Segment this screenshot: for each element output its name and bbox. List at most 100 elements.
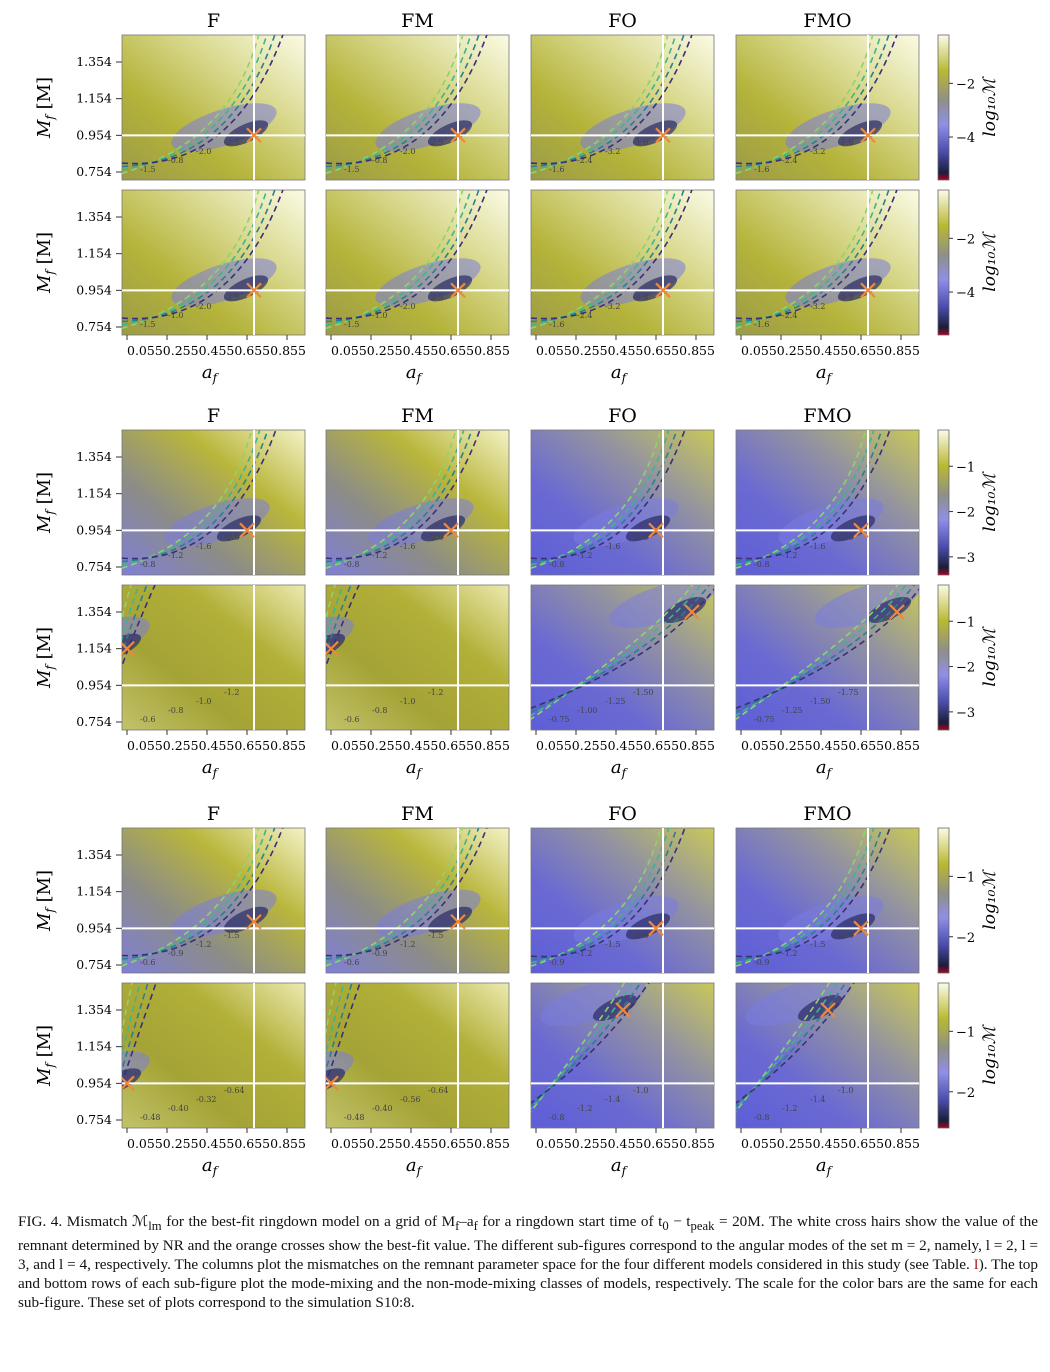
- colorbar: −2−4log₁₀ℳ: [938, 35, 1000, 180]
- x-tick-labels: 0.0550.2550.4550.6550.855: [536, 738, 715, 753]
- column-title-fo: FO: [608, 10, 637, 32]
- x-tick-labels: 0.0550.2550.4550.6550.855: [741, 343, 920, 358]
- contour-label: -1.6: [549, 320, 564, 329]
- column-title-fmo: FMO: [803, 405, 851, 427]
- y-axis-label: Mf [M]: [34, 1025, 57, 1087]
- contour-label: -1.6: [754, 320, 769, 329]
- contour-label: -3.2: [605, 147, 620, 156]
- contour-label: -3.2: [810, 147, 825, 156]
- panel-f-mode-mixing: -0.8-1.2-1.6-2.0: [112, 420, 305, 575]
- x-tick-labels: 0.0550.2550.4550.6550.855: [536, 1136, 715, 1151]
- contour-label: -1.5: [344, 165, 359, 174]
- contour-label: -1.5: [140, 320, 155, 329]
- colorbar-tick-label: −2: [956, 931, 975, 946]
- contour-label: -0.8: [344, 560, 359, 569]
- contour-label: -0.6: [838, 931, 853, 940]
- contour-label: -2.0: [633, 533, 648, 542]
- colorbar-label: log₁₀ℳ: [980, 76, 1000, 137]
- contour-label: -2.0: [400, 147, 415, 156]
- contour-label: -0.8: [754, 560, 769, 569]
- contour-label: -2.0: [838, 533, 853, 542]
- contour-label: -1.2: [224, 688, 239, 697]
- x-tick-labels: 0.0550.2550.4550.6550.855: [331, 343, 510, 358]
- y-tick-label: 0.954: [76, 677, 112, 692]
- y-tick-label: 0.754: [76, 319, 112, 334]
- panel-f-non-mode-mixing: -1.5-1.0-2.0-2.5: [112, 180, 305, 335]
- contour-label: -1.2: [428, 688, 443, 697]
- colorbar-tick-label: −3: [956, 551, 975, 566]
- panel-fo-non-mode-mixing: -0.8-1.2-1.4-1.0: [521, 968, 714, 1128]
- colorbar-tick-label: −2: [956, 506, 975, 521]
- y-tick-label: 0.954: [76, 282, 112, 297]
- column-title-fm: FM: [401, 405, 434, 427]
- panel-fmo-non-mode-mixing: -0.8-1.2-1.4-1.0: [726, 968, 919, 1128]
- y-tick-label: 1.154: [76, 1039, 112, 1054]
- contour-label: -1.6: [400, 542, 415, 551]
- column-title-f: F: [207, 803, 220, 825]
- y-tick-label: 0.754: [76, 559, 112, 574]
- contour-label: -1.0: [838, 1086, 853, 1095]
- panel-fo-mode-mixing: -0.9-1.2-1.5-0.6: [521, 818, 714, 973]
- y-tick-label: 0.754: [76, 164, 112, 179]
- y-tick-label: 1.354: [76, 604, 112, 619]
- contour-label: -1.0: [400, 697, 415, 706]
- x-axis-label: af: [406, 362, 424, 385]
- contour-label: -1.5: [605, 940, 620, 949]
- y-axis-label: Mf [M]: [34, 627, 57, 689]
- contour-label: -0.56: [400, 1095, 421, 1104]
- panel-fo-mode-mixing: -0.8-1.2-1.6-2.0: [521, 420, 714, 575]
- contour-label: -1.0: [633, 1086, 648, 1095]
- y-axis-label: Mf [M]: [34, 472, 57, 534]
- colorbar: −1−2log₁₀ℳ: [938, 828, 1000, 973]
- colorbar-label: log₁₀ℳ: [980, 626, 1000, 687]
- y-tick-label: 1.154: [76, 641, 112, 656]
- y-axis-label: Mf [M]: [34, 870, 57, 932]
- column-title-f: F: [207, 405, 220, 427]
- x-tick-labels: 0.0550.2550.4550.6550.855: [741, 1136, 920, 1151]
- contour-label: -1.0: [196, 697, 211, 706]
- contour-label: -0.8: [754, 1113, 769, 1122]
- contour-label: -2.5: [428, 293, 443, 302]
- colorbar-tick-label: −2: [956, 1086, 975, 1101]
- panel-fo-non-mode-mixing: -1.6-2.4-3.2-0.8: [521, 180, 714, 335]
- contour-label: -2.5: [224, 293, 239, 302]
- colorbar-tick-label: −1: [956, 615, 975, 630]
- contour-label: -1.50: [810, 697, 831, 706]
- contour-label: -0.32: [196, 1095, 217, 1104]
- contour-label: -1.2: [168, 551, 183, 560]
- x-axis-label: af: [406, 1155, 424, 1178]
- panel-f-mode-mixing: -1.5-0.8-2.0-2.5: [112, 25, 305, 180]
- panel-fmo-mode-mixing: -0.9-1.2-1.5-0.6: [726, 818, 919, 973]
- contour-label: -1.50: [633, 688, 654, 697]
- contour-label: -2.0: [196, 302, 211, 311]
- contour-label: -1.6: [549, 165, 564, 174]
- colorbar: −1 −2 −3 log₁₀ℳ: [938, 585, 1000, 730]
- y-axis-label: Mf [M]: [34, 232, 57, 294]
- contour-label: -1.5: [224, 931, 239, 940]
- contour-label: -2.0: [224, 533, 239, 542]
- x-axis-label: af: [202, 757, 220, 780]
- y-tick-label: 0.954: [76, 522, 112, 537]
- contour-label: -2.0: [196, 147, 211, 156]
- x-axis-label: af: [202, 362, 220, 385]
- contour-label: -0.9: [372, 949, 387, 958]
- contour-label: -0.75: [754, 715, 775, 724]
- contour-label: -1.4: [810, 1095, 825, 1104]
- contour-label: -3.2: [810, 302, 825, 311]
- y-tick-label: 1.354: [76, 847, 112, 862]
- contour-label: -1.6: [838, 138, 853, 147]
- colorbar: −2−4log₁₀ℳ: [938, 190, 1000, 335]
- contour-label: -1.5: [428, 931, 443, 940]
- y-tick-label: 0.954: [76, 920, 112, 935]
- contour-label: -2.5: [428, 138, 443, 147]
- colorbar-label: log₁₀ℳ: [980, 869, 1000, 930]
- x-tick-labels: 0.0550.2550.4550.6550.855: [331, 1136, 510, 1151]
- panel-f-mode-mixing: -0.6-0.9-1.2-1.5: [112, 818, 305, 973]
- x-axis-label: af: [816, 362, 834, 385]
- x-tick-labels: 0.0550.2550.4550.6550.855: [331, 738, 510, 753]
- x-tick-labels: 0.0550.2550.4550.6550.855: [127, 343, 306, 358]
- contour-label: -1.4: [605, 1095, 620, 1104]
- column-title-fmo: FMO: [803, 10, 851, 32]
- column-title-fm: FM: [401, 10, 434, 32]
- contour-label: -0.6: [633, 931, 648, 940]
